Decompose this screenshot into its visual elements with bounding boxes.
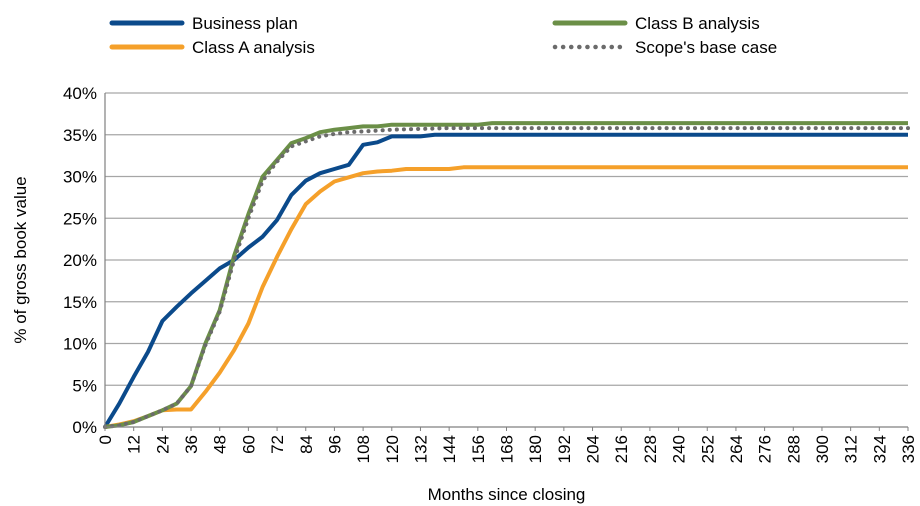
x-tick-label: 168 xyxy=(498,435,517,463)
x-tick-label: 72 xyxy=(268,435,287,454)
y-tick-label: 40% xyxy=(63,84,97,103)
x-tick-label: 156 xyxy=(469,435,488,463)
y-tick-label: 0% xyxy=(72,418,97,437)
x-tick-labels: 0 12 24 36 48 60 72 84 96 108 120 132 144 156 168 180 19… xyxy=(96,435,918,463)
x-tick-label: 0 xyxy=(96,435,115,444)
x-tick-label: 252 xyxy=(698,435,717,463)
x-tick-label: 24 xyxy=(153,435,172,454)
y-tick-label: 5% xyxy=(72,376,97,395)
series-line xyxy=(104,165,908,429)
y-tick-label: 35% xyxy=(63,126,97,145)
y-tick-label: 10% xyxy=(63,335,97,354)
x-tick-label: 324 xyxy=(870,435,889,463)
y-tick-label: 30% xyxy=(63,168,97,187)
series-lines xyxy=(103,121,910,429)
x-axis-title: Months since closing xyxy=(428,485,586,504)
y-axis-title: % of gross book value xyxy=(11,176,30,343)
x-tick-label: 48 xyxy=(211,435,230,454)
x-tick-label: 36 xyxy=(182,435,201,454)
y-tick-labels: 0% 5% 10% 15% 20% 25% 30% 35% 40% xyxy=(63,84,97,437)
x-tick-label: 96 xyxy=(325,435,344,454)
x-tick-label: 192 xyxy=(555,435,574,463)
x-tick-label: 108 xyxy=(354,435,373,463)
x-tick-label: 132 xyxy=(411,435,430,463)
x-tick-label: 300 xyxy=(813,435,832,463)
y-tick-label: 25% xyxy=(63,209,97,228)
x-tick-label: 240 xyxy=(670,435,689,463)
y-tick-label: 15% xyxy=(63,293,97,312)
x-tick-label: 336 xyxy=(899,435,918,463)
x-tick-label: 264 xyxy=(727,435,746,463)
legend: Business plan Class A analysis Class B ana… xyxy=(109,14,777,57)
x-tick-label: 312 xyxy=(842,435,861,463)
legend-label: Business plan xyxy=(192,14,298,33)
y-tick-label: 20% xyxy=(63,251,97,270)
x-tick-label: 276 xyxy=(756,435,775,463)
legend-label: Class A analysis xyxy=(192,38,315,57)
x-tick-label: 84 xyxy=(297,435,316,454)
x-tick-label: 204 xyxy=(584,435,603,463)
x-tick-label: 216 xyxy=(612,435,631,463)
x-tick-label: 120 xyxy=(383,435,402,463)
x-tick-label: 228 xyxy=(641,435,660,463)
gridlines xyxy=(105,92,908,386)
series-line xyxy=(103,126,910,429)
x-tick-label: 288 xyxy=(784,435,803,463)
x-tick-label: 180 xyxy=(526,435,545,463)
legend-label: Class B analysis xyxy=(635,14,760,33)
axes xyxy=(104,93,909,431)
x-tick-label: 12 xyxy=(125,435,144,454)
x-tick-label: 144 xyxy=(440,435,459,463)
series-line xyxy=(103,132,908,429)
x-tick-label: 60 xyxy=(239,435,258,454)
legend-label: Scope's base case xyxy=(635,38,777,57)
